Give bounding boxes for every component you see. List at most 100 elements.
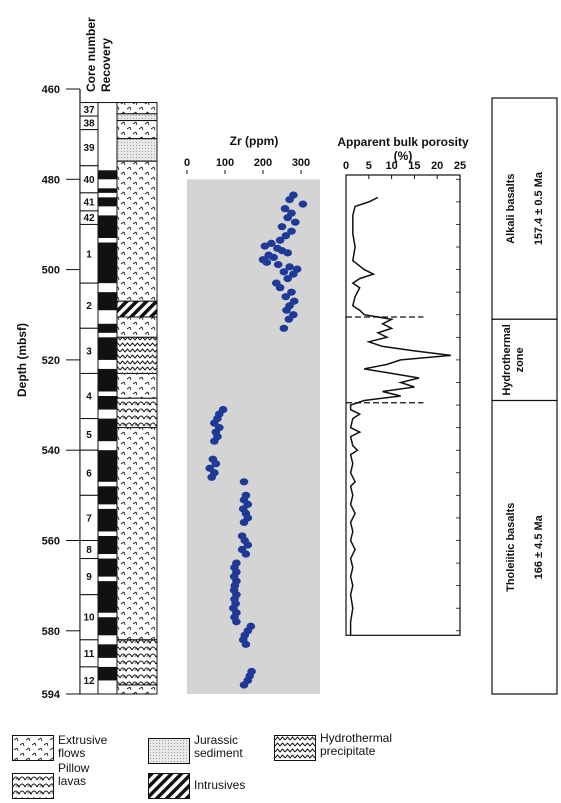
- recovered-interval: [98, 617, 117, 636]
- porosity-panel-title: Apparent bulk porosity: [337, 135, 469, 149]
- depth-tick-label: 580: [42, 626, 60, 638]
- recovered-interval: [98, 323, 117, 333]
- recovered-interval: [98, 508, 117, 532]
- recovered-interval: [98, 486, 117, 505]
- legend-swatch-intrusive: [148, 773, 190, 799]
- zr-data-point: [285, 263, 294, 271]
- zr-data-point: [277, 223, 287, 231]
- zr-data-point: [275, 236, 285, 244]
- zr-data-point: [267, 239, 276, 248]
- recovered-interval: [98, 418, 117, 442]
- zr-data-point: [285, 196, 294, 204]
- recovered-interval: [98, 396, 117, 410]
- core-number-label: 9: [86, 572, 92, 583]
- zone-label: Tholeiitic basalts: [505, 503, 517, 592]
- lithology-unit-jurassic: [116, 113, 158, 122]
- legend-extrusive: Extrusive flows: [58, 733, 108, 760]
- recovered-interval: [98, 581, 117, 613]
- recovered-interval: [98, 188, 117, 193]
- lithology-unit-pillow: [116, 639, 158, 686]
- recovered-interval: [98, 535, 117, 555]
- core-number-label: 41: [83, 197, 95, 208]
- recovered-interval: [98, 292, 117, 311]
- core-number-header: Core number: [84, 17, 98, 92]
- core-number-label: 37: [83, 105, 95, 116]
- depth-tick-label: 520: [42, 355, 60, 367]
- zr-data-point: [232, 618, 241, 626]
- zr-data-point: [298, 200, 308, 208]
- zr-tick-label: 100: [216, 157, 234, 169]
- zr-data-point: [279, 324, 289, 332]
- porosity-tick-label: 25: [454, 160, 466, 172]
- zr-data-point: [239, 681, 249, 689]
- zr-data-point: [283, 249, 293, 257]
- zone-label: Hydrothermal: [501, 324, 513, 396]
- core-number-label: 7: [86, 513, 92, 524]
- core-number-label: 8: [86, 545, 92, 556]
- zr-data-point: [262, 258, 272, 266]
- core-number-label: 4: [86, 392, 92, 403]
- lithology-unit-jurassic: [116, 138, 158, 162]
- zr-data-point: [210, 437, 219, 445]
- recovered-interval: [98, 170, 117, 180]
- recovered-interval: [98, 666, 117, 681]
- zr-data-point: [239, 518, 249, 527]
- zone-age-label: 166 ± 4.5 Ma: [533, 514, 545, 579]
- lithology-unit-extrusive: [116, 427, 158, 641]
- zr-data-point: [287, 227, 296, 235]
- zr-data-point: [207, 473, 216, 481]
- basalt-zones-column: Alkali basalts 157.4 ± 0.5 Ma Hydrothermal…: [491, 97, 558, 695]
- recovered-interval: [98, 242, 117, 284]
- core-number-label: 39: [83, 143, 95, 154]
- recovered-interval: [98, 337, 117, 360]
- core-number-label: 40: [83, 175, 95, 186]
- core-number-label: 5: [86, 430, 92, 441]
- zone-box: [491, 318, 558, 402]
- zr-data-point: [211, 460, 221, 468]
- core-number-label: 11: [84, 649, 95, 660]
- depth-tick-label: 540: [42, 445, 60, 457]
- recovered-interval: [98, 215, 117, 238]
- zr-panel-title: Zr (ppm): [230, 134, 279, 148]
- porosity-frame: [345, 174, 461, 636]
- zone-box: [491, 97, 558, 320]
- legend-jurassic: Jurassic sediment: [194, 733, 243, 760]
- lithology-unit-extrusive: [116, 684, 158, 695]
- recovered-interval: [98, 558, 117, 577]
- zr-tick-label: 300: [292, 157, 310, 169]
- lithology-unit-extrusive: [116, 372, 158, 399]
- zr-data-point: [280, 205, 290, 213]
- zr-panel: 0 100 200 300: [184, 157, 320, 694]
- zr-data-point: [283, 214, 293, 222]
- porosity-curve: [349, 196, 451, 636]
- recovered-interval: [98, 197, 117, 207]
- lithology-unit-extrusive: [116, 120, 158, 140]
- lithology-unit-pillow: [116, 397, 158, 429]
- zr-data-point: [284, 315, 294, 323]
- zr-data-point: [281, 293, 291, 301]
- zr-data-point: [282, 306, 291, 314]
- porosity-tick-label: 15: [408, 160, 420, 172]
- zone-box: [491, 399, 558, 695]
- zr-panel-background: [187, 179, 320, 694]
- zr-data-point: [269, 253, 278, 262]
- zone-label: zone: [514, 347, 526, 372]
- recovery-column: [97, 102, 118, 695]
- zr-tick-label: 0: [184, 157, 190, 169]
- zr-data-point: [287, 288, 296, 296]
- depth-axis: 460 480 500 520 540 560 580 594: [42, 84, 81, 701]
- core-number-label: 1: [86, 249, 92, 260]
- zr-data-point: [273, 261, 283, 269]
- zone-label: Alkali basalts: [505, 173, 517, 243]
- lithology-unit-extrusive: [116, 102, 158, 115]
- core-number-label: 3: [86, 346, 92, 357]
- core-number-label: 42: [83, 213, 95, 224]
- porosity-panel: 0 5 10 15 20 25: [343, 160, 466, 636]
- legend-swatch-jurassic: [148, 738, 190, 764]
- porosity-tick-label: 10: [385, 160, 397, 172]
- lithology-unit-hydrothermal: [116, 336, 158, 374]
- depth-tick-label: 480: [42, 174, 60, 186]
- zr-data-point: [241, 550, 251, 558]
- zr-data-point: [243, 541, 253, 549]
